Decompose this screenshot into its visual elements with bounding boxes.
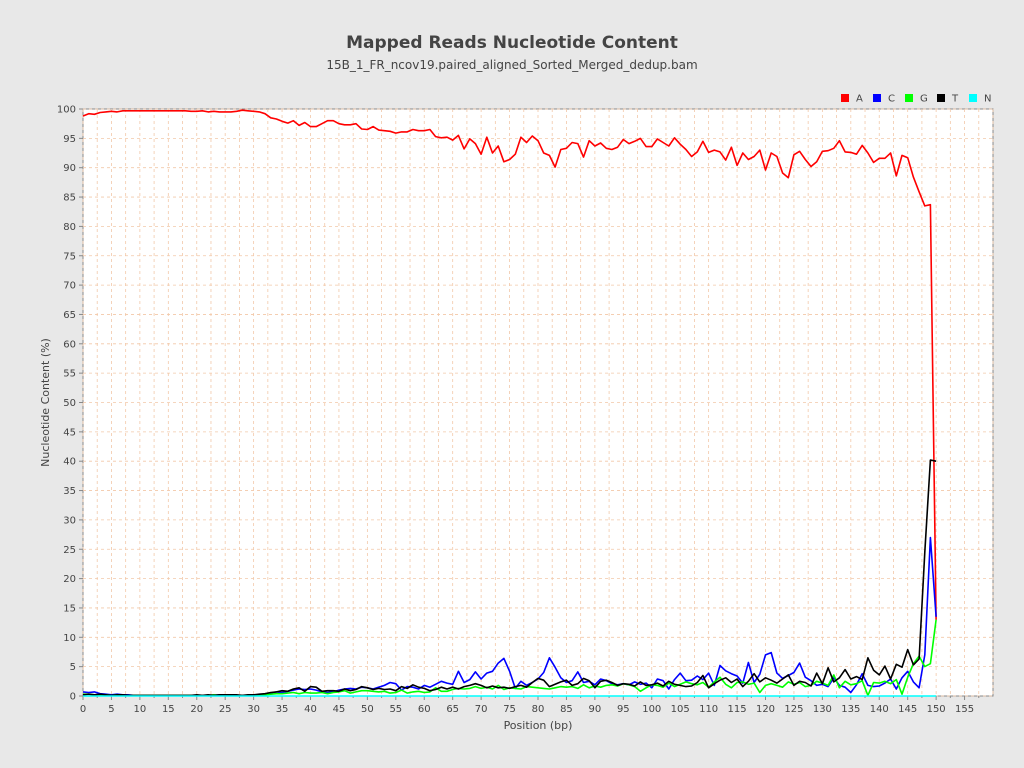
x-axis-label: Position (bp) — [504, 719, 573, 732]
y-tick-label: 10 — [63, 633, 76, 644]
chart-title: Mapped Reads Nucleotide Content — [346, 33, 678, 53]
y-tick-label: 100 — [57, 105, 76, 116]
x-tick-label: 140 — [870, 704, 889, 715]
series-layer — [82, 109, 937, 697]
series-line-T — [82, 459, 937, 697]
y-tick-label: 55 — [63, 369, 76, 380]
x-tick-label: 65 — [446, 704, 459, 715]
y-tick-label: 70 — [63, 281, 76, 292]
x-tick-label: 155 — [955, 704, 974, 715]
x-tick-label: 5 — [108, 704, 114, 715]
y-tick-label: 15 — [63, 603, 76, 614]
x-tick-label: 125 — [784, 704, 803, 715]
y-tick-label: 30 — [63, 515, 76, 526]
x-tick-label: 150 — [927, 704, 946, 715]
y-tick-label: 0 — [70, 692, 76, 703]
x-tick-label: 15 — [162, 704, 175, 715]
y-tick-label: 60 — [63, 339, 76, 350]
y-tick-label: 50 — [63, 398, 76, 409]
x-tick-label: 105 — [671, 704, 690, 715]
y-tick-label: 90 — [63, 163, 76, 174]
y-tick-label: 85 — [63, 193, 76, 204]
x-tick-label: 40 — [304, 704, 317, 715]
x-tick-label: 135 — [841, 704, 860, 715]
x-tick-label: 80 — [532, 704, 545, 715]
y-tick-label: 25 — [63, 545, 76, 556]
legend-swatch-G — [905, 94, 913, 102]
chart-subtitle: 15B_1_FR_ncov19.paired_aligned_Sorted_Me… — [326, 58, 697, 72]
legend-swatch-A — [841, 94, 849, 102]
x-tick-label: 145 — [898, 704, 917, 715]
x-tick-label: 0 — [80, 704, 86, 715]
series-line-A — [82, 109, 937, 620]
x-tick-label: 100 — [642, 704, 661, 715]
y-tick-label: 5 — [70, 662, 76, 673]
legend-label-A: A — [856, 94, 863, 105]
legend-swatch-N — [969, 94, 977, 102]
x-tick-label: 130 — [813, 704, 832, 715]
grid-lines — [82, 108, 994, 697]
y-tick-label: 80 — [63, 222, 76, 233]
y-axis-label: Nucleotide Content (%) — [39, 338, 52, 467]
x-tick-label: 115 — [728, 704, 747, 715]
y-tick-label: 65 — [63, 310, 76, 321]
x-tick-label: 70 — [475, 704, 488, 715]
x-tick-label: 110 — [699, 704, 718, 715]
x-tick-label: 85 — [560, 704, 573, 715]
legend-swatch-T — [937, 94, 945, 102]
x-tick-label: 75 — [503, 704, 516, 715]
y-tick-label: 95 — [63, 134, 76, 145]
legend-label-N: N — [984, 94, 991, 105]
x-tick-label: 20 — [190, 704, 203, 715]
y-tick-label: 35 — [63, 486, 76, 497]
legend-label-G: G — [920, 94, 928, 105]
x-tick-label: 45 — [333, 704, 346, 715]
x-tick-label: 95 — [617, 704, 630, 715]
y-tick-label: 40 — [63, 457, 76, 468]
x-tick-label: 60 — [418, 704, 431, 715]
x-tick-label: 120 — [756, 704, 775, 715]
legend-label-T: T — [951, 94, 959, 105]
y-tick-label: 45 — [63, 427, 76, 438]
x-tick-label: 50 — [361, 704, 374, 715]
x-tick-label: 90 — [589, 704, 602, 715]
x-tick-label: 35 — [276, 704, 289, 715]
legend-label-C: C — [888, 94, 895, 105]
x-tick-label: 25 — [219, 704, 232, 715]
x-tick-label: 10 — [134, 704, 147, 715]
legend-swatch-C — [873, 94, 881, 102]
x-tick-label: 55 — [389, 704, 402, 715]
y-tick-label: 75 — [63, 251, 76, 262]
x-tick-label: 30 — [247, 704, 260, 715]
y-tick-label: 20 — [63, 574, 76, 585]
